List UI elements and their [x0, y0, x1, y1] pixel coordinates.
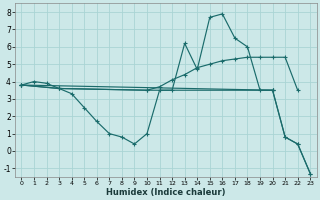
X-axis label: Humidex (Indice chaleur): Humidex (Indice chaleur) — [106, 188, 226, 197]
